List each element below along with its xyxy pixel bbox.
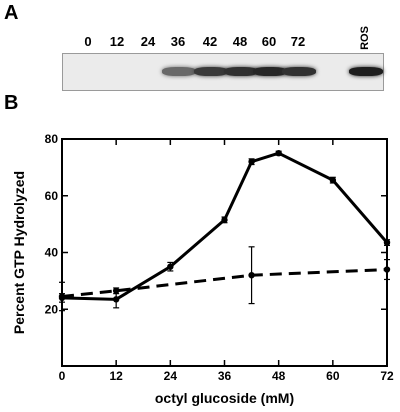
series-solid bbox=[58, 149, 391, 309]
blot-band-6 bbox=[253, 67, 287, 76]
chart-axes bbox=[61, 138, 388, 367]
lane-label-3: 36 bbox=[170, 34, 186, 49]
panel-b-label: B bbox=[4, 92, 19, 114]
blot-band-4 bbox=[194, 67, 228, 76]
x-tick-label-3: 36 bbox=[218, 369, 232, 383]
blot-lane-labels: 0 12 24 36 42 48 60 72 ROS bbox=[0, 26, 400, 54]
data-point-1-2 bbox=[248, 272, 255, 279]
chart-ticks: 0 12 24 36 48 60 72 20 40 60 80 bbox=[45, 132, 394, 383]
x-tick-label-2: 24 bbox=[164, 369, 178, 383]
data-point-1-0 bbox=[58, 293, 66, 300]
plot-frame bbox=[61, 138, 388, 367]
blot-band-7 bbox=[282, 67, 316, 76]
data-point-0-6 bbox=[329, 176, 337, 184]
y-tick-label-1: 40 bbox=[45, 246, 59, 260]
data-point-1-1 bbox=[112, 287, 120, 295]
y-tick-label-0: 20 bbox=[45, 302, 59, 316]
data-point-1-3 bbox=[383, 266, 391, 273]
blot-band-5 bbox=[224, 67, 258, 76]
x-tick-label-0: 0 bbox=[59, 369, 66, 383]
lane-label-1: 12 bbox=[109, 34, 125, 49]
y-tick-label-2: 60 bbox=[45, 189, 59, 203]
x-axis-label: octyl glucoside (mM) bbox=[155, 390, 294, 406]
y-tick-label-3: 80 bbox=[45, 132, 59, 146]
series-line-1 bbox=[61, 268, 388, 298]
lane-label-7: 72 bbox=[290, 34, 306, 49]
chart-series bbox=[58, 149, 391, 312]
data-point-0-2 bbox=[167, 263, 174, 270]
data-point-0-1 bbox=[112, 296, 120, 303]
lane-label-2: 24 bbox=[140, 34, 156, 49]
lane-label-6: 60 bbox=[261, 34, 277, 49]
lane-label-4: 42 bbox=[202, 34, 218, 49]
x-tick-label-5: 60 bbox=[326, 369, 340, 383]
lane-label-0: 0 bbox=[84, 34, 92, 49]
series-line-0 bbox=[61, 151, 389, 301]
data-point-0-3 bbox=[221, 216, 228, 224]
series-dashed bbox=[58, 246, 391, 312]
data-point-0-5 bbox=[275, 149, 282, 157]
blot-band-3 bbox=[162, 67, 196, 76]
blot-band-8 bbox=[349, 67, 383, 76]
x-tick-label-1: 12 bbox=[109, 369, 123, 383]
lane-label-5: 48 bbox=[232, 34, 248, 49]
data-point-0-7 bbox=[383, 239, 391, 246]
x-tick-label-6: 72 bbox=[380, 369, 394, 383]
panel-a-label: A bbox=[4, 2, 19, 24]
data-point-0-4 bbox=[248, 158, 255, 165]
x-tick-label-4: 48 bbox=[272, 369, 286, 383]
y-axis-label: Percent GTP Hydrolyzed bbox=[11, 171, 27, 334]
western-blot-strip bbox=[62, 53, 384, 91]
